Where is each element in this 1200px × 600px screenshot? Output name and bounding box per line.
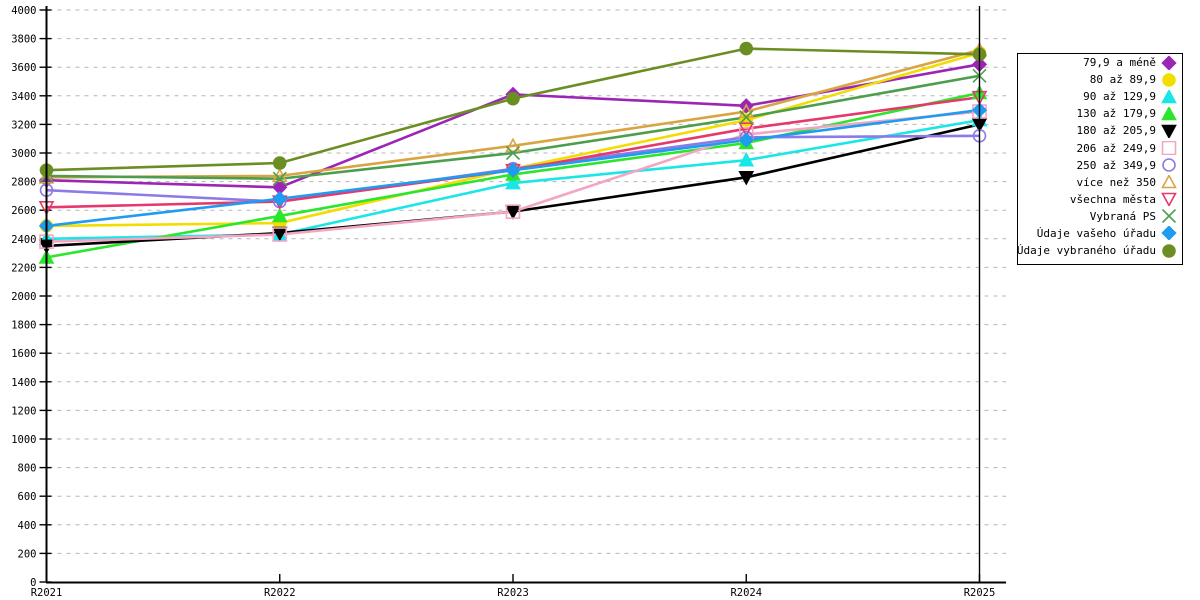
legend-marker-icon	[1162, 158, 1176, 172]
svg-text:R2021: R2021	[31, 587, 63, 599]
data-point-marker	[739, 113, 754, 127]
legend-item-label: Údaje vašeho úřadu	[1036, 226, 1156, 240]
legend-item-label: 130 až 179,9	[1076, 107, 1156, 121]
svg-text:2600: 2600	[11, 205, 36, 217]
legend-item[interactable]: 90 až 129,9	[1018, 88, 1182, 105]
legend-marker-icon	[1161, 141, 1177, 156]
svg-text:R2022: R2022	[264, 587, 296, 599]
data-point-marker	[505, 205, 521, 220]
svg-text:600: 600	[18, 491, 37, 503]
legend-item-label: všechna města	[1069, 192, 1156, 206]
legend-item[interactable]: Vybraná PS	[1018, 208, 1182, 225]
data-point-marker	[272, 227, 288, 242]
legend-item[interactable]: 206 až 249,9	[1018, 139, 1182, 156]
legend-item-label: 180 až 205,9	[1076, 124, 1156, 138]
svg-text:2400: 2400	[11, 234, 36, 246]
x-axis-ticks	[45, 574, 981, 582]
legend-marker-icon	[1161, 192, 1177, 207]
data-point-marker	[272, 156, 287, 170]
legend-marker-icon	[1162, 243, 1176, 258]
data-point-marker	[505, 204, 521, 219]
data-point-marker	[739, 110, 754, 125]
svg-text:3400: 3400	[11, 91, 36, 103]
legend-marker-icon	[1161, 55, 1177, 70]
data-point-marker	[505, 174, 521, 190]
svg-text:4000: 4000	[11, 5, 36, 17]
svg-text:R2023: R2023	[497, 587, 529, 599]
data-point-marker	[505, 145, 521, 161]
legend-item[interactable]: 79,9 a méně	[1018, 54, 1182, 71]
legend-item-label: 206 až 249,9	[1076, 141, 1156, 155]
legend-item[interactable]: Údaje vašeho úřadu	[1018, 225, 1182, 242]
svg-text:R2025: R2025	[964, 587, 996, 599]
data-point-marker	[739, 41, 754, 56]
svg-text:3600: 3600	[11, 62, 36, 74]
svg-text:1200: 1200	[11, 405, 36, 417]
svg-text:400: 400	[18, 520, 37, 532]
svg-text:200: 200	[18, 548, 37, 560]
svg-text:3800: 3800	[11, 34, 36, 46]
legend-item[interactable]: více než 350	[1018, 174, 1182, 191]
series-line	[46, 48, 980, 179]
svg-text:1800: 1800	[11, 320, 36, 332]
svg-text:1600: 1600	[11, 348, 36, 360]
legend-item[interactable]: všechna města	[1018, 191, 1182, 208]
svg-text:2000: 2000	[11, 291, 36, 303]
legend-item-label: 80 až 89,9	[1089, 73, 1156, 87]
legend-item[interactable]: 80 až 89,9	[1018, 71, 1182, 88]
data-point-marker	[271, 207, 288, 223]
gridlines	[48, 9, 1006, 554]
legend-item[interactable]: 180 až 205,9	[1018, 122, 1182, 139]
legend-item-label: 250 až 349,9	[1076, 158, 1156, 172]
legend-marker-icon	[1161, 106, 1177, 121]
svg-text:R2024: R2024	[730, 587, 762, 599]
x-axis-tick-labels: R2021 R2022 R2023 R2024 R2025	[31, 587, 996, 599]
svg-text:3200: 3200	[11, 119, 36, 131]
svg-text:1000: 1000	[11, 434, 36, 446]
svg-text:800: 800	[18, 463, 37, 475]
legend-item-label: více než 350	[1076, 175, 1156, 189]
svg-text:1400: 1400	[11, 377, 36, 389]
data-point-marker	[505, 162, 521, 178]
legend-item-label: Vybraná PS	[1089, 209, 1156, 223]
legend-item[interactable]: Údaje vybraného úřadu	[1016, 242, 1182, 259]
y-axis-tick-labels: 0 200 400 600 800 1000 1200 1400 1600 1800 2000 220…	[11, 5, 36, 589]
data-point-marker	[738, 122, 755, 137]
svg-text:2200: 2200	[11, 262, 36, 274]
svg-text:0: 0	[30, 577, 36, 589]
data-point-marker	[738, 151, 755, 167]
legend-marker-icon	[1161, 209, 1177, 224]
line-chart-canvas: 0 200 400 600 800 1000 1200 1400 1600 1800 2000 220…	[11, 5, 1006, 599]
svg-text:2800: 2800	[11, 177, 36, 189]
legend-marker-icon	[1162, 72, 1176, 87]
data-point-marker	[738, 132, 754, 148]
legend-item-label: 79,9 a méně	[1083, 56, 1156, 70]
legend-marker-icon	[1161, 175, 1177, 189]
data-point-marker	[738, 171, 755, 186]
svg-text:3000: 3000	[11, 148, 36, 160]
chart-legend: 79,9 a méně 80 až 89,9 90 až 129,9 130 a…	[1017, 53, 1183, 265]
data-point-marker	[506, 91, 520, 106]
legend-marker-icon	[1161, 226, 1177, 241]
data-point-marker	[272, 191, 288, 207]
data-point-marker	[505, 137, 521, 153]
legend-item-label: 90 až 129,9	[1083, 90, 1156, 104]
legend-item[interactable]: 130 až 179,9	[1018, 105, 1182, 122]
data-point-marker	[272, 171, 287, 186]
legend-item[interactable]: 250 až 349,9	[1018, 157, 1182, 174]
legend-marker-icon	[1161, 124, 1177, 138]
legend-marker-icon	[1161, 89, 1177, 104]
legend-item-label: Údaje vybraného úřadu	[1016, 244, 1156, 258]
